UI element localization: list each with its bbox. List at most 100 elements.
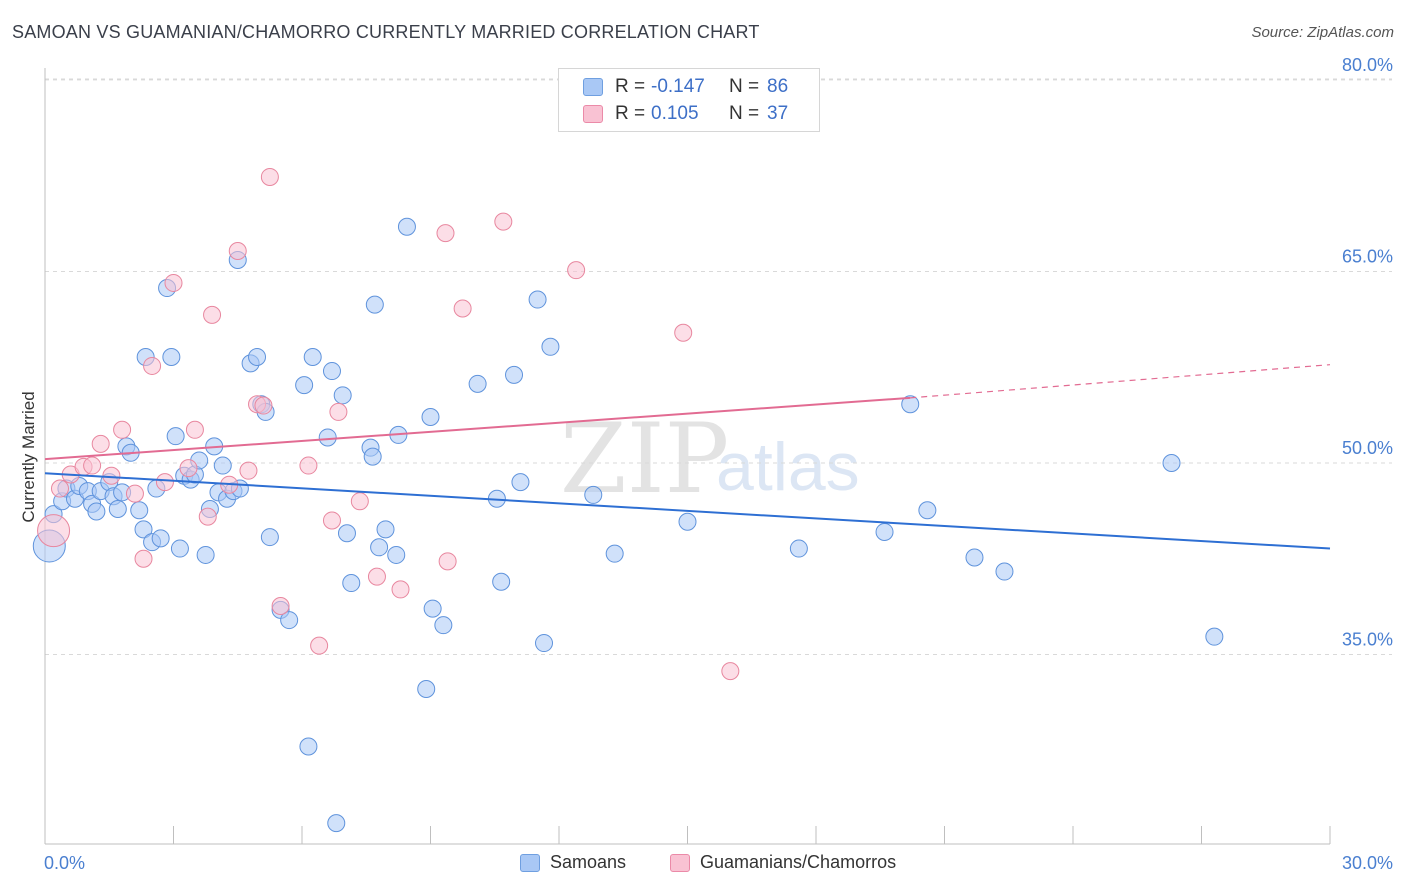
guamanians-point <box>164 273 183 292</box>
samoans-point <box>541 337 560 356</box>
samoans-trend-line <box>44 472 1331 550</box>
guamanians-point <box>271 597 290 616</box>
samoans-point <box>535 634 554 653</box>
samoans-legend-swatch <box>520 853 540 872</box>
samoans-point <box>492 572 511 591</box>
samoans-point <box>303 348 322 367</box>
guamanians-point <box>37 514 71 548</box>
samoans-point <box>170 539 189 558</box>
samoans-point <box>370 538 389 557</box>
samoans-point <box>605 544 624 563</box>
legend-n-value: 86 <box>767 76 789 97</box>
guamanians-point <box>143 356 162 375</box>
samoans-point <box>965 548 984 567</box>
bottom-legend-samoans: Samoans <box>520 852 626 873</box>
guamanians-trend-line <box>44 396 911 461</box>
samoans-point <box>295 376 314 395</box>
guamanians-point <box>453 299 472 318</box>
y-tick-labels: 35.0% 50.0% 65.0% 80.0% <box>1342 55 1393 650</box>
samoans-point <box>196 545 215 564</box>
guamanians-point <box>391 580 410 599</box>
samoans-point <box>134 520 153 539</box>
samoans-point <box>299 737 318 756</box>
legend-n-label: N = <box>729 103 760 124</box>
guamanians-point <box>299 456 318 475</box>
guamanians-point <box>567 261 586 280</box>
legend-r-label: R = <box>615 76 646 97</box>
bottom-legend-guamanians: Guamanians/Chamorros <box>670 852 896 873</box>
guamanians-point <box>228 242 247 261</box>
guamanians-trend-extension <box>910 364 1331 399</box>
samoans-point <box>421 408 440 427</box>
samoans-point <box>248 348 267 367</box>
x-tick-label: 30.0% <box>1342 853 1393 873</box>
samoans-point <box>995 562 1014 581</box>
guamanians-point <box>350 492 369 511</box>
guamanians-point <box>83 456 102 475</box>
samoans-point <box>280 611 299 630</box>
legend-r-value: 0.105 <box>651 103 699 124</box>
samoans-point <box>918 501 937 520</box>
samoans-point <box>365 295 384 314</box>
x-tick-label: 0.0% <box>44 853 85 873</box>
samoans-point <box>423 599 442 618</box>
samoans-point <box>511 473 530 492</box>
samoans-legend-label: Samoans <box>550 852 627 872</box>
guamanians-point <box>322 511 341 530</box>
guamanians-point <box>310 636 329 655</box>
legend-n-label: N = <box>729 76 760 97</box>
samoans-point <box>505 365 524 384</box>
guamanians-legend-swatch <box>670 853 690 872</box>
samoans-point <box>108 499 127 518</box>
y-axis-label: Currently Married <box>19 391 38 522</box>
samoans-point <box>434 616 453 635</box>
y-tick-label: 35.0% <box>1342 630 1393 650</box>
guamanians-point <box>239 461 258 480</box>
samoans-point <box>417 680 436 699</box>
legend-n-value: 37 <box>767 103 789 124</box>
samoans-point <box>327 814 346 833</box>
y-tick-label: 80.0% <box>1342 55 1393 75</box>
guamanians-point <box>185 420 204 439</box>
guamanians-point <box>254 396 273 415</box>
legend-r-label: R = <box>615 103 646 124</box>
guamanians-legend-label: Guamanians/Chamorros <box>700 852 897 872</box>
samoans-point <box>397 217 416 236</box>
guamanians-point <box>113 420 132 439</box>
samoans-point <box>376 520 395 539</box>
guamanians-point <box>260 167 279 186</box>
samoans-points <box>32 217 1224 833</box>
samoans-point <box>363 447 382 466</box>
axes <box>44 68 1331 845</box>
guamanians-point <box>179 459 198 478</box>
samoans-point <box>1162 454 1181 472</box>
samoans-point <box>166 427 185 446</box>
samoans-point <box>322 362 341 381</box>
samoans-swatch <box>583 78 603 96</box>
samoans-point <box>678 512 697 531</box>
chart-title: SAMOAN VS GUAMANIAN/CHAMORRO CURRENTLY M… <box>12 22 760 42</box>
samoans-point <box>789 539 808 558</box>
samoans-point <box>901 395 920 414</box>
correlation-legend: R = -0.147 N = 86 R = 0.105 N = 37 <box>558 68 820 132</box>
samoans-point <box>468 374 487 393</box>
samoans-point <box>213 456 232 475</box>
guamanians-point <box>436 224 455 243</box>
guamanians-points <box>37 167 740 681</box>
samoans-point <box>260 528 279 547</box>
guamanians-point <box>134 549 153 568</box>
guamanians-point <box>50 479 69 498</box>
guamanians-point <box>155 473 174 492</box>
trend-lines <box>44 364 1331 550</box>
samoans-point <box>584 485 603 504</box>
y-tick-label: 65.0% <box>1342 246 1393 266</box>
guamanians-swatch <box>583 105 603 123</box>
samoans-point <box>151 529 170 548</box>
guamanians-point <box>494 212 513 231</box>
samoans-point <box>875 522 894 541</box>
source-label: Source: ZipAtlas.com <box>1251 24 1394 41</box>
guamanians-point <box>198 507 217 526</box>
guamanians-point <box>721 662 740 681</box>
guamanians-point <box>125 484 144 503</box>
